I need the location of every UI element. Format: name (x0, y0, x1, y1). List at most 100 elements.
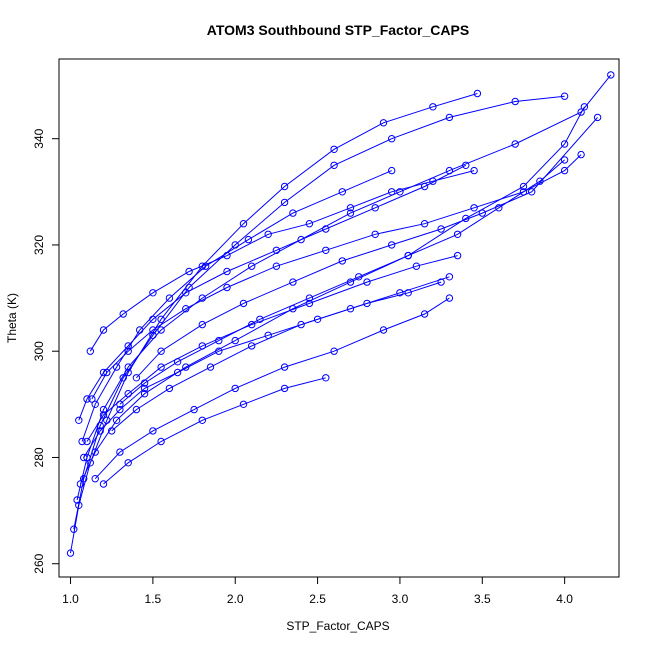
data-point (244, 235, 253, 244)
data-point (124, 363, 132, 371)
data-point (437, 278, 445, 286)
data-point (577, 150, 585, 159)
data-point (165, 294, 174, 302)
data-point (119, 374, 127, 382)
data-point (462, 161, 470, 170)
data-point (215, 336, 223, 345)
data-point (132, 405, 141, 414)
data-point (346, 204, 355, 212)
x-axis-label: STP_Factor_CAPS (286, 619, 389, 633)
series-line (111, 276, 450, 432)
data-point (91, 400, 99, 408)
data-point (396, 289, 404, 297)
data-point (396, 188, 404, 196)
data-point (272, 246, 281, 255)
series-line (136, 117, 598, 379)
data-point (322, 246, 330, 255)
data-point (132, 374, 141, 382)
data-point (83, 395, 91, 403)
data-point (272, 262, 281, 270)
data-point (119, 310, 127, 318)
data-point (297, 235, 305, 244)
data-point (136, 326, 144, 334)
data-point (86, 459, 95, 467)
data-point (140, 379, 149, 387)
y-axis: 260 280 300 320 340 (32, 128, 60, 574)
data-point (473, 89, 482, 98)
data-point (560, 156, 569, 164)
data-point (560, 140, 569, 148)
data-point (388, 166, 396, 175)
data-point (511, 97, 519, 106)
x-tick-label: 1.0 (62, 592, 79, 606)
data-point (112, 363, 121, 371)
data-point (297, 320, 305, 329)
data-point (593, 113, 602, 122)
data-point (580, 103, 589, 111)
data-point (280, 363, 289, 371)
data-point (346, 209, 355, 217)
series-line (79, 106, 585, 485)
data-point (478, 209, 486, 217)
data-point (363, 299, 371, 308)
data-point (116, 405, 124, 414)
data-point (264, 230, 272, 239)
data-point (289, 209, 297, 217)
data-layer (66, 71, 615, 557)
data-point (116, 400, 124, 408)
series-line (86, 255, 458, 442)
x-tick-label: 3.0 (392, 592, 409, 606)
data-point (99, 480, 108, 488)
data-point (388, 188, 396, 196)
data-point (305, 299, 314, 308)
data-point (239, 400, 248, 408)
y-tick-label: 280 (32, 447, 46, 467)
series-line (76, 74, 612, 501)
series-line (89, 170, 475, 352)
data-point (76, 480, 85, 488)
data-point (363, 278, 371, 286)
data-point (371, 230, 379, 239)
data-point (330, 161, 338, 170)
data-point (248, 320, 256, 329)
data-point (429, 103, 437, 111)
data-point (511, 140, 519, 148)
data-point (280, 182, 289, 191)
data-point (99, 405, 108, 414)
data-point (429, 177, 437, 185)
x-tick-label: 3.5 (474, 592, 491, 606)
data-point (182, 305, 190, 313)
series-line (103, 377, 326, 485)
data-point (149, 326, 157, 334)
data-point (420, 220, 429, 228)
data-point (190, 405, 198, 414)
data-point (322, 225, 330, 233)
series-line (83, 281, 442, 458)
data-point (157, 437, 165, 446)
data-point (83, 437, 91, 446)
data-point (470, 204, 478, 212)
data-point (239, 220, 248, 228)
data-point (80, 475, 88, 483)
data-point (96, 427, 104, 435)
data-point (607, 71, 615, 79)
data-point (420, 182, 429, 191)
data-point (198, 320, 207, 329)
data-point (112, 416, 121, 424)
y-tick-label: 320 (32, 235, 46, 255)
plot-frame (58, 58, 620, 578)
data-point (149, 427, 157, 435)
data-point (173, 368, 182, 377)
data-point (420, 310, 429, 318)
data-point (182, 289, 190, 297)
data-point (73, 496, 81, 504)
series-line (70, 93, 478, 554)
data-point (75, 416, 83, 424)
data-point (470, 166, 478, 175)
y-tick-label: 300 (32, 341, 46, 361)
data-point (248, 342, 256, 350)
series-line (78, 164, 467, 421)
data-point (305, 220, 314, 228)
data-point (99, 411, 108, 419)
